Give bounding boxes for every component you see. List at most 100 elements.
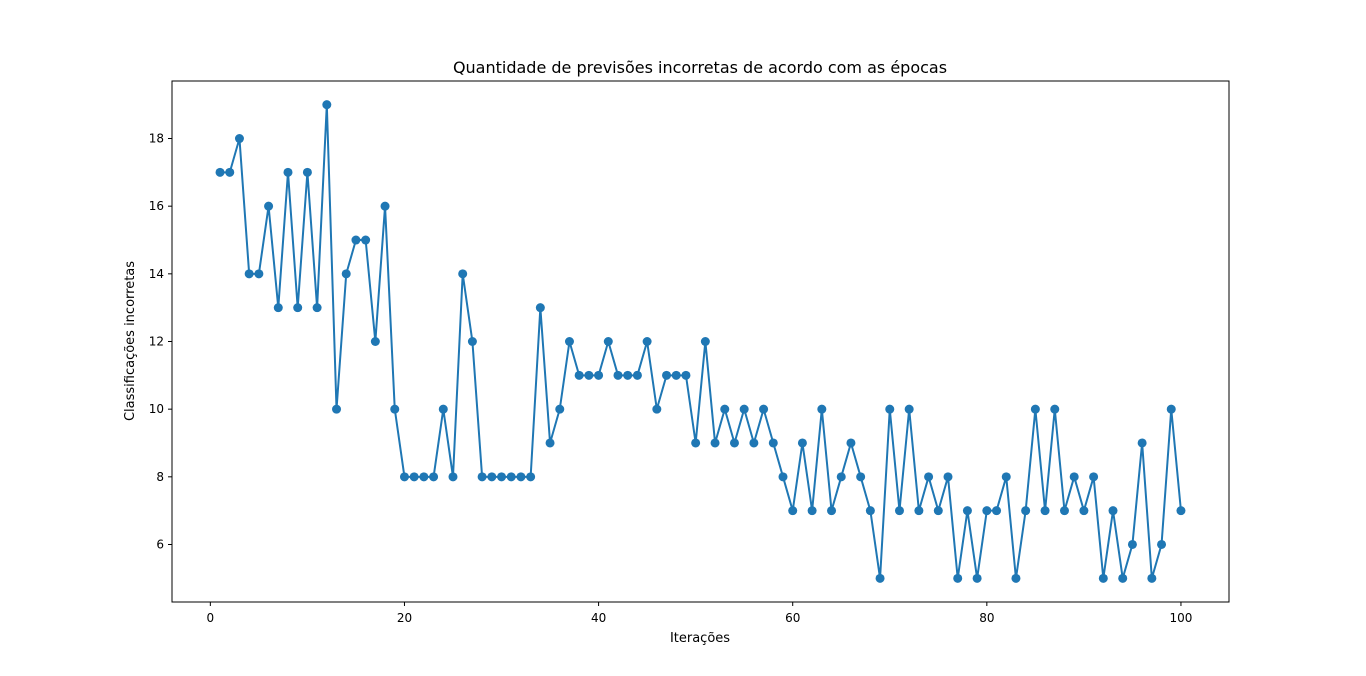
data-point — [924, 472, 934, 482]
data-point — [535, 303, 545, 313]
data-point — [506, 472, 516, 482]
x-tick-label: 0 — [207, 611, 215, 625]
data-point — [516, 472, 526, 482]
data-point — [671, 370, 681, 380]
y-tick-label: 10 — [149, 402, 164, 416]
data-point — [1176, 506, 1186, 516]
data-point — [283, 167, 293, 177]
data-point — [564, 337, 574, 346]
y-tick-label: 18 — [149, 132, 164, 146]
x-tick-label: 60 — [785, 611, 800, 625]
data-point — [856, 472, 866, 482]
axes-frame — [171, 80, 1230, 603]
data-point — [720, 404, 730, 414]
data-point — [555, 404, 565, 414]
data-point — [1001, 472, 1011, 482]
x-tick-label: 80 — [979, 611, 994, 625]
data-point — [613, 370, 623, 380]
data-point — [477, 472, 487, 482]
x-axis-label: Iterações — [670, 631, 730, 646]
data-point — [1147, 573, 1157, 583]
data-point — [312, 303, 322, 313]
data-point — [817, 404, 827, 414]
data-point — [652, 404, 662, 414]
data-point — [1157, 539, 1167, 549]
data-point — [332, 404, 342, 414]
y-tick-label: 12 — [149, 335, 164, 349]
data-point — [846, 438, 856, 448]
data-point — [632, 370, 642, 380]
data-point — [1127, 539, 1137, 549]
data-point — [584, 370, 594, 380]
data-point — [361, 235, 371, 245]
data-point — [273, 303, 283, 313]
data-point — [1089, 472, 1099, 482]
data-point — [390, 404, 400, 414]
data-point — [681, 370, 691, 380]
data-point — [409, 472, 419, 482]
data-point — [623, 370, 633, 380]
data-point — [642, 337, 652, 346]
y-tick-label: 16 — [149, 199, 164, 213]
data-point — [322, 100, 332, 110]
data-point — [215, 167, 225, 177]
y-tick-label: 6 — [156, 537, 164, 551]
data-point — [244, 269, 254, 279]
plot-area — [215, 100, 1186, 583]
x-axis: 0 20 40 60 80 100 — [207, 602, 1193, 625]
data-point — [943, 472, 953, 482]
data-point — [836, 472, 846, 482]
data-point — [1011, 573, 1021, 583]
data-point — [594, 370, 604, 380]
data-point — [788, 506, 798, 516]
data-point — [827, 506, 837, 516]
x-tick-label: 20 — [397, 611, 412, 625]
data-point — [933, 506, 943, 516]
data-point — [526, 472, 536, 482]
data-point — [438, 404, 448, 414]
data-point — [429, 472, 439, 482]
data-point — [1050, 404, 1060, 414]
data-point — [399, 472, 409, 482]
y-tick-label: 8 — [156, 470, 164, 484]
y-axis-label: Classificações incorretas — [123, 261, 138, 421]
data-point — [778, 472, 788, 482]
data-point — [1098, 573, 1108, 583]
data-point — [1069, 472, 1079, 482]
data-point — [982, 506, 992, 516]
data-point — [865, 506, 875, 516]
data-point — [885, 404, 895, 414]
data-point — [545, 438, 555, 448]
data-point — [749, 438, 759, 448]
data-point — [603, 337, 613, 346]
data-point — [380, 201, 390, 211]
data-point — [700, 337, 710, 346]
data-point — [341, 269, 351, 279]
data-point — [894, 506, 904, 516]
y-tick-label: 14 — [149, 267, 164, 281]
data-point — [419, 472, 429, 482]
data-point — [1059, 506, 1069, 516]
data-point — [351, 235, 361, 245]
data-point — [234, 134, 244, 144]
data-point — [225, 167, 235, 177]
x-tick-label: 40 — [591, 611, 606, 625]
data-point — [467, 337, 477, 346]
data-point — [797, 438, 807, 448]
x-tick-label: 100 — [1170, 611, 1193, 625]
data-point — [914, 506, 924, 516]
data-point — [1137, 438, 1147, 448]
data-point — [458, 269, 468, 279]
data-point — [1040, 506, 1050, 516]
data-point — [1118, 573, 1128, 583]
data-point — [1166, 404, 1176, 414]
data-point — [1030, 404, 1040, 414]
chart-title: Quantidade de previsões incorretas de ac… — [453, 58, 947, 77]
data-point — [972, 573, 982, 583]
data-point — [962, 506, 972, 516]
data-point — [710, 438, 720, 448]
data-point — [448, 472, 458, 482]
data-point — [992, 506, 1002, 516]
data-point — [953, 573, 963, 583]
